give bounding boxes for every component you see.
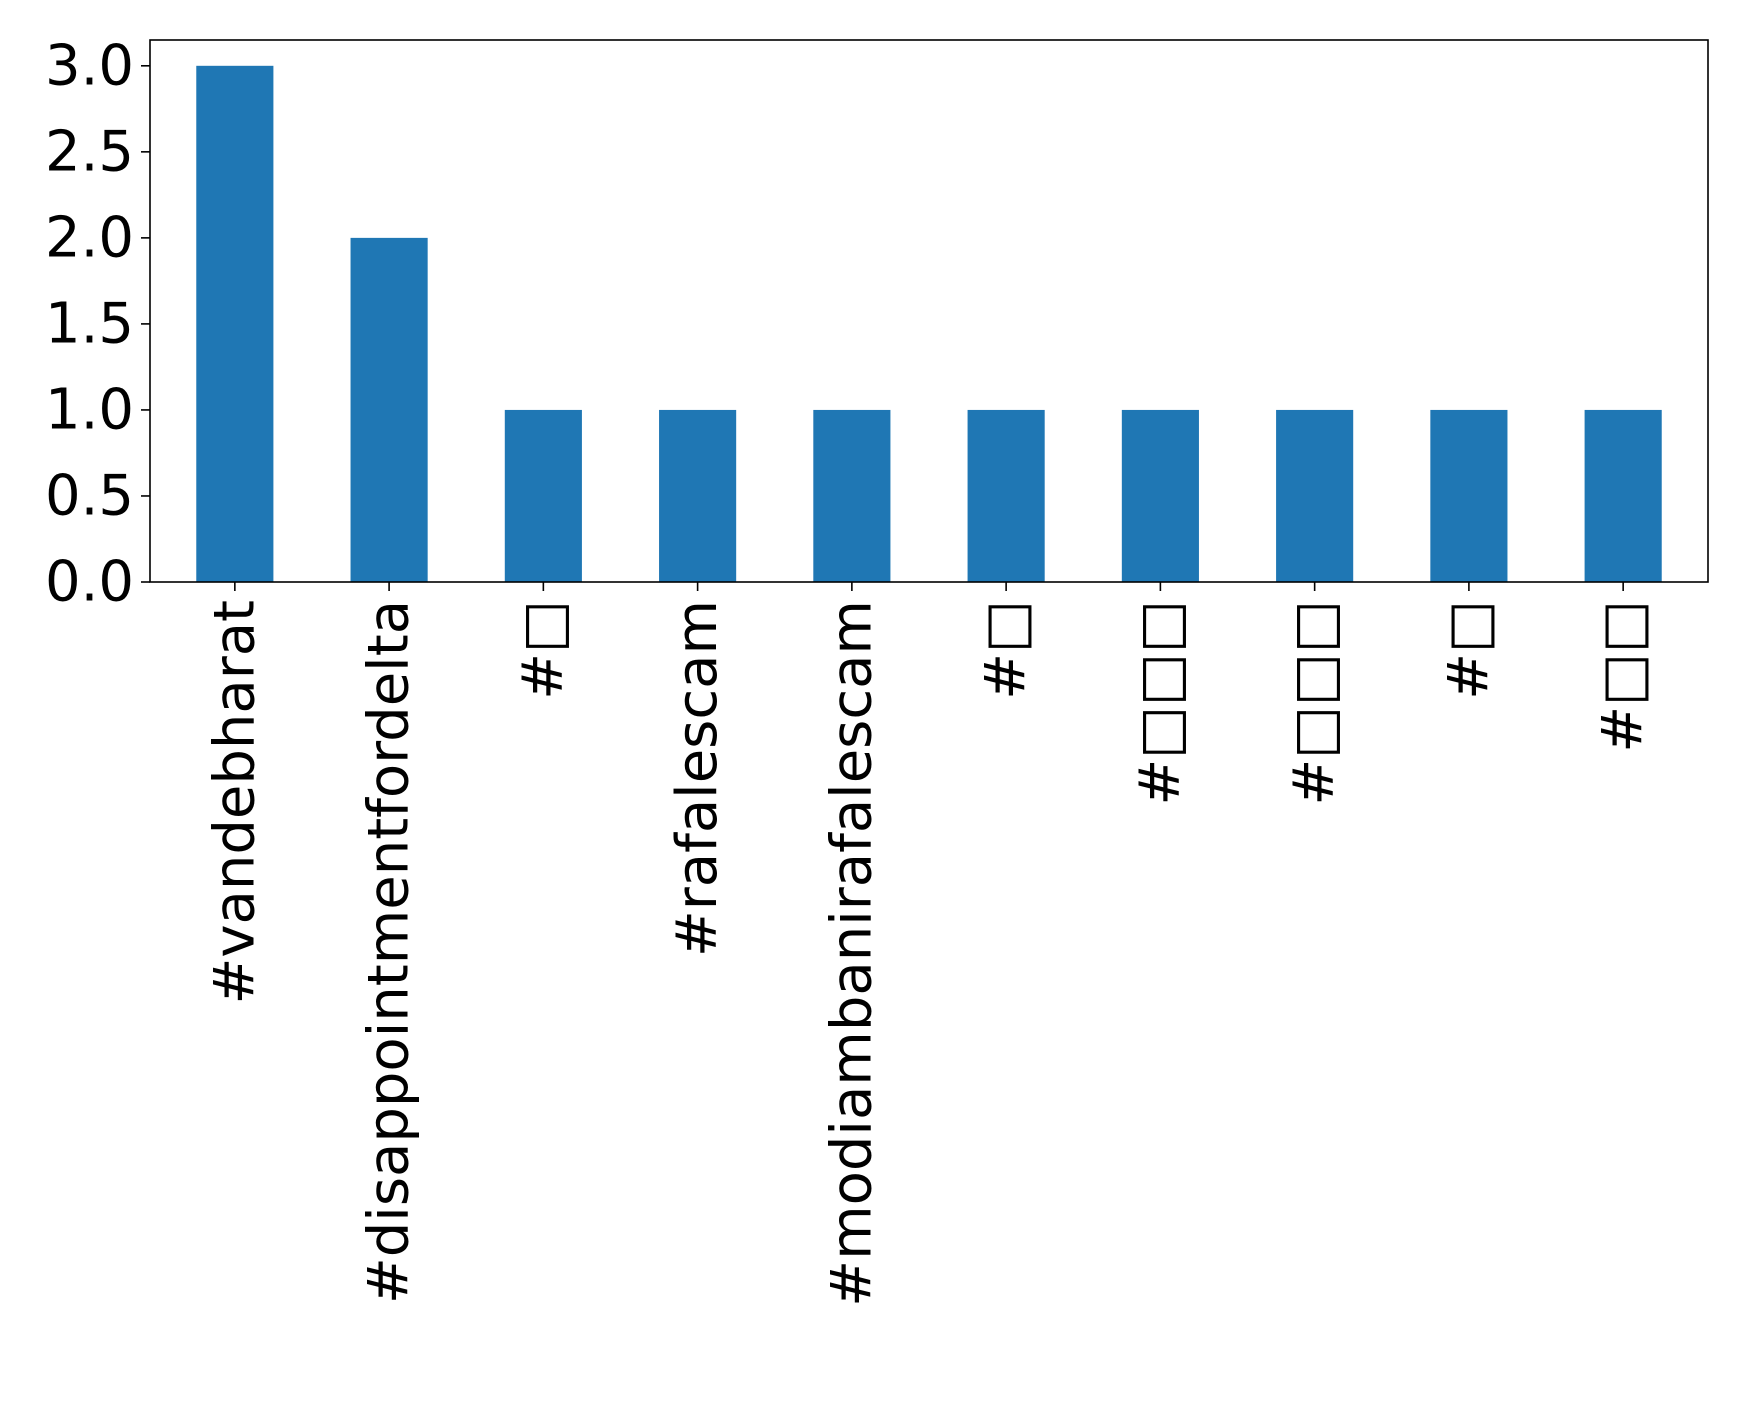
y-tick-label-4: 1.5 bbox=[45, 291, 134, 356]
x-tick-label-3: #□ bbox=[511, 600, 576, 700]
x-tick-label-2: #disappointmentfordelta bbox=[357, 600, 422, 1304]
x-tick-label-8: #□□□ bbox=[1282, 600, 1347, 806]
bar-6 bbox=[967, 409, 1045, 582]
bar-2 bbox=[350, 237, 428, 582]
bar-5 bbox=[813, 409, 891, 582]
x-tick-label-4: #rafalescam bbox=[665, 600, 730, 957]
plot-frame bbox=[149, 39, 1709, 583]
x-tick-label-9: #□ bbox=[1436, 600, 1501, 700]
x-tick-label-6: #□ bbox=[974, 600, 1039, 700]
bar-3 bbox=[504, 409, 582, 582]
y-axis-ticks: 0.0 0.5 1.0 1.5 2.0 2.5 3.0 bbox=[45, 33, 150, 615]
y-tick-label-6: 2.5 bbox=[45, 119, 134, 184]
y-tick-label-5: 2.0 bbox=[45, 205, 134, 270]
bar-4 bbox=[659, 409, 737, 582]
y-tick-label-2: 0.5 bbox=[45, 463, 134, 528]
x-axis-ticks: #vandebharat #disappointmentfordelta #□ #ra… bbox=[202, 582, 1656, 1307]
bar-7 bbox=[1121, 409, 1199, 582]
y-tick-label-7: 3.0 bbox=[45, 33, 134, 98]
y-tick-label-3: 1.0 bbox=[45, 377, 134, 442]
bar-8 bbox=[1276, 409, 1354, 582]
y-tick-label-1: 0.0 bbox=[45, 550, 134, 615]
x-tick-label-5: #modiambanirafalescam bbox=[819, 600, 884, 1307]
bar-9 bbox=[1430, 409, 1508, 582]
x-tick-label-10: #□□ bbox=[1591, 600, 1656, 753]
bar-10 bbox=[1584, 409, 1662, 582]
bars-group bbox=[196, 65, 1662, 583]
x-tick-label-1: #vandebharat bbox=[202, 600, 267, 1005]
x-tick-label-7: #□□□ bbox=[1128, 600, 1193, 806]
bar-1 bbox=[196, 65, 274, 583]
